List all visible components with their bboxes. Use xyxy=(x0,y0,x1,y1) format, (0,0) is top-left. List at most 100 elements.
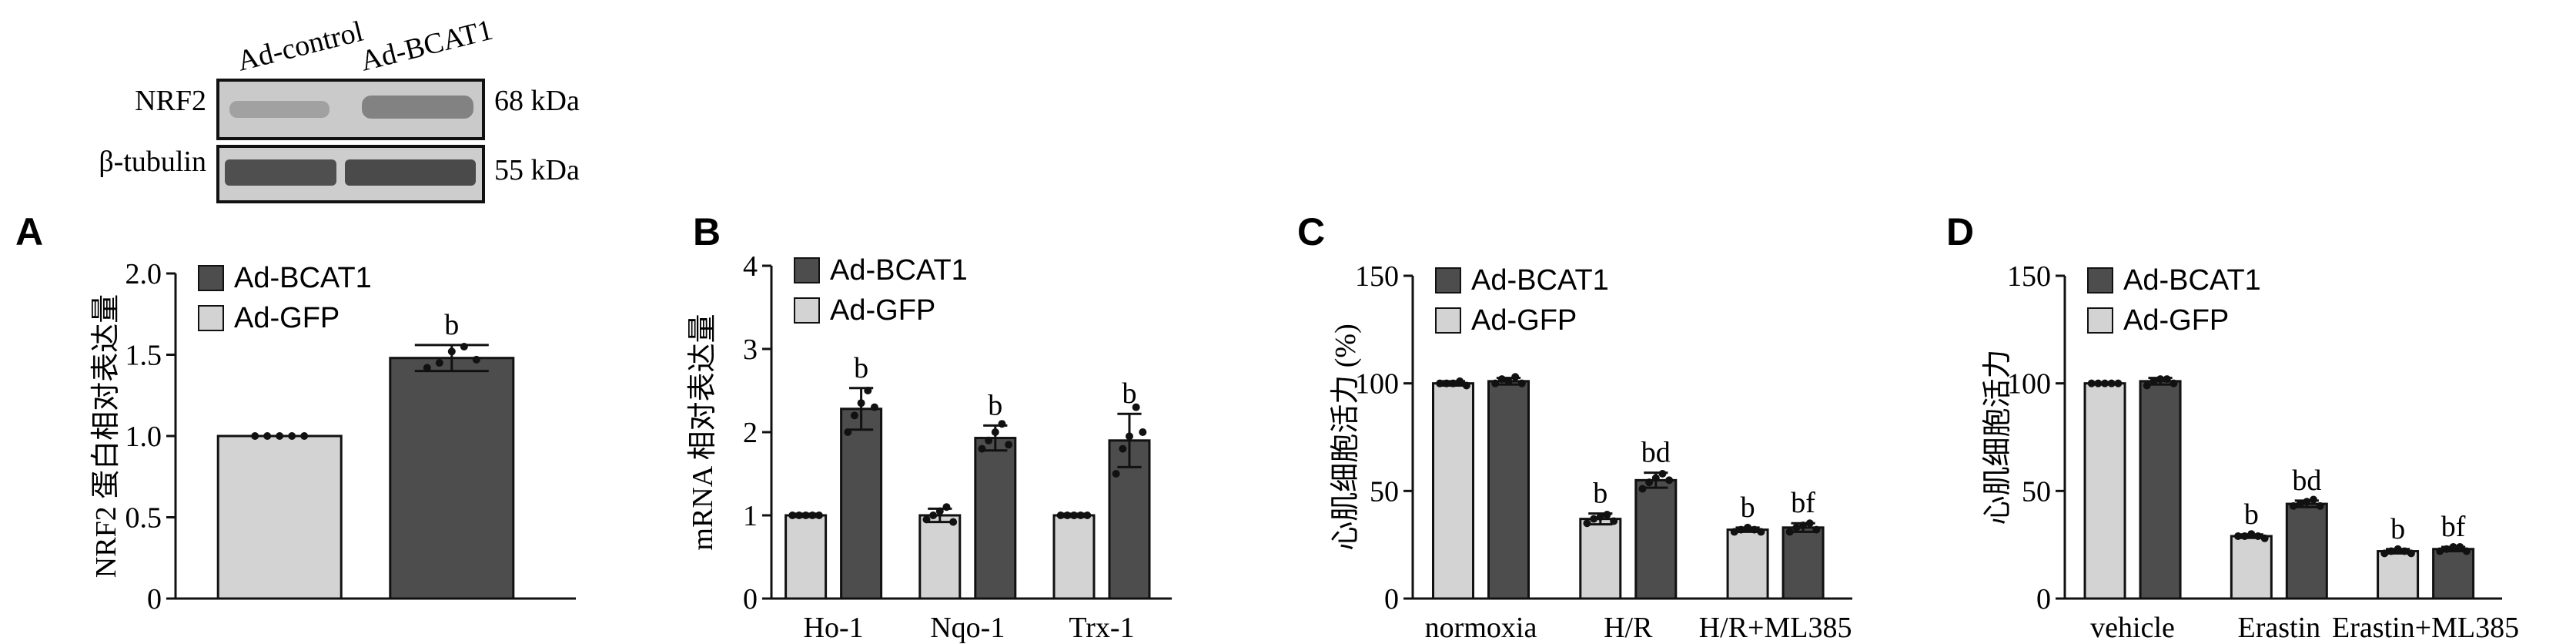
data-point xyxy=(2094,379,2103,387)
data-point xyxy=(472,355,480,364)
panel-letter-b: B xyxy=(693,210,721,253)
bar-bcat1 xyxy=(2285,502,2328,600)
blot-protein-nrf2: NRF2 xyxy=(135,85,206,117)
data-point xyxy=(288,432,296,440)
data-point xyxy=(1757,528,1765,536)
bar-bcat1 xyxy=(840,408,883,600)
data-point xyxy=(1491,379,1500,387)
x-tick-label: Trx-1 xyxy=(1069,612,1134,644)
y-tick-label: 0.5 xyxy=(125,502,162,535)
data-point xyxy=(1063,512,1072,519)
y-tick-label: 100 xyxy=(1355,368,1399,401)
data-point xyxy=(1056,512,1065,519)
y-tick-label: 50 xyxy=(1370,475,1399,508)
data-point xyxy=(1504,377,1513,385)
significance-label: b xyxy=(854,352,868,384)
data-point xyxy=(2143,381,2151,390)
data-point xyxy=(1076,512,1085,519)
data-point xyxy=(1603,511,1611,519)
data-point xyxy=(1590,515,1598,523)
blot-band-nrf2-control xyxy=(229,101,330,118)
legend-label: Ad-BCAT1 xyxy=(234,262,372,294)
significance-label: bd xyxy=(2292,465,2321,497)
legend-label: Ad-BCAT1 xyxy=(2123,264,2261,297)
data-point xyxy=(2114,379,2123,387)
significance-label: b xyxy=(1741,491,1755,524)
bar-gfp xyxy=(918,514,962,600)
bar-gfp xyxy=(1579,518,1622,600)
legend-swatch xyxy=(1435,307,1461,334)
data-point xyxy=(2436,547,2444,555)
data-point xyxy=(1436,379,1444,387)
legend-swatch xyxy=(794,297,820,324)
data-point xyxy=(1645,478,1654,487)
data-point xyxy=(795,512,803,519)
y-axis-label: 心肌细胞活力 (%) xyxy=(1330,324,1362,550)
data-point xyxy=(2107,379,2116,387)
legend-label: Ad-GFP xyxy=(1471,304,1577,337)
data-point xyxy=(1799,522,1808,530)
legend-swatch xyxy=(198,305,224,331)
data-point xyxy=(460,342,468,351)
y-axis-label: NRF2 蛋白相对表达量 xyxy=(90,294,122,578)
data-point xyxy=(276,432,284,440)
x-tick-label: Erastin xyxy=(2237,612,2320,644)
data-point xyxy=(929,512,938,519)
data-point xyxy=(978,444,986,453)
data-point xyxy=(2303,498,2311,506)
bar-gfp xyxy=(2377,550,2420,600)
data-point xyxy=(1812,525,1821,534)
x-tick-label: vehicle xyxy=(2090,612,2175,644)
data-point xyxy=(2260,534,2269,542)
data-point xyxy=(2163,375,2171,384)
lane-label-ad-bcat1: Ad-BCAT1 xyxy=(357,14,496,78)
data-point xyxy=(1750,525,1758,534)
data-point xyxy=(844,428,852,436)
data-point xyxy=(850,411,858,420)
data-point xyxy=(2387,547,2395,555)
blot-protein-tubulin: β-tubulin xyxy=(99,146,206,178)
chart-panel-d: D 0 50 100 150 心肌细胞活力 vehicle b bd Erastin b bf Eras… xyxy=(1946,210,2519,644)
y-tick-label: 0 xyxy=(1384,583,1399,615)
data-point xyxy=(2456,542,2464,551)
data-point xyxy=(2149,377,2158,385)
y-tick-label: 2 xyxy=(743,417,758,449)
data-point xyxy=(423,364,431,372)
x-tick-label: Ho-1 xyxy=(804,612,864,644)
data-point xyxy=(2247,530,2256,538)
bar-bcat1 xyxy=(1781,526,1825,600)
data-point xyxy=(2400,547,2409,555)
bar-gfp xyxy=(1726,528,1769,600)
legend-swatch xyxy=(1435,267,1461,293)
data-point xyxy=(1456,377,1464,385)
data-point xyxy=(1744,523,1752,532)
data-point xyxy=(1583,519,1591,528)
data-point xyxy=(1449,379,1457,387)
data-point xyxy=(300,432,309,440)
data-point xyxy=(1651,474,1660,482)
bar-gfp xyxy=(1432,382,1475,600)
y-tick-label: 4 xyxy=(743,250,758,283)
data-point xyxy=(1112,470,1120,478)
blot-size-tubulin: 55 kDa xyxy=(494,154,580,186)
data-point xyxy=(2101,379,2109,387)
data-point xyxy=(935,507,944,515)
data-point xyxy=(815,512,823,519)
x-tick-label: H/R xyxy=(1604,612,1653,644)
data-point xyxy=(1737,525,1745,534)
x-tick-label: Nqo-1 xyxy=(930,612,1005,644)
x-tick-label: Erastin+ML385 xyxy=(2332,612,2519,644)
data-point xyxy=(251,432,259,440)
data-point xyxy=(2156,375,2165,384)
data-point xyxy=(808,512,817,519)
data-point xyxy=(1805,519,1814,528)
y-tick-label: 1.5 xyxy=(125,340,162,372)
bar-gfp xyxy=(2083,382,2126,600)
data-point xyxy=(447,347,456,356)
data-point xyxy=(985,436,993,444)
bar-bcat1 xyxy=(2139,380,2182,600)
data-point xyxy=(2380,549,2389,558)
data-point xyxy=(1139,428,1147,436)
data-point xyxy=(949,518,958,526)
